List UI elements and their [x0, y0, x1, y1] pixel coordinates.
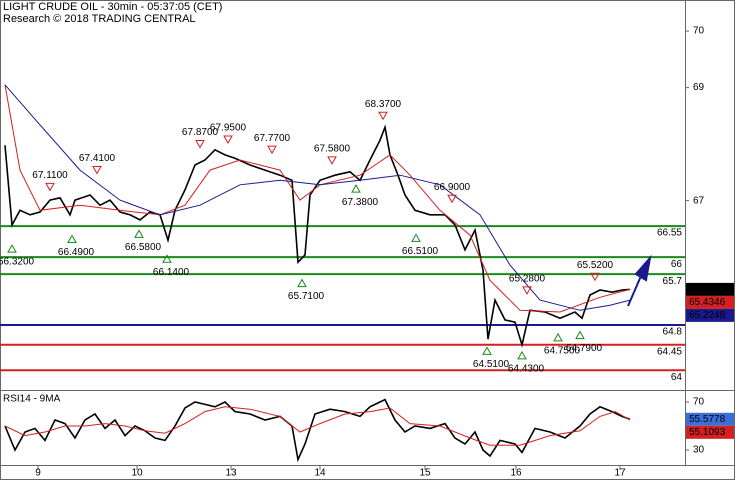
projection-arrow [627, 254, 652, 307]
last-value-box [686, 425, 734, 439]
high-label: 68.3700 [365, 99, 402, 110]
low-marker [67, 234, 77, 243]
high-marker [590, 272, 600, 282]
high-marker [378, 111, 388, 121]
low-label: 64.5100 [473, 359, 510, 370]
x-tick-label: 10 [131, 468, 143, 479]
series-line [4, 84, 631, 311]
x-tick-label: 14 [314, 468, 326, 479]
y-tick-label: 67 [693, 195, 705, 206]
low-label: 66.4900 [58, 247, 95, 258]
low-marker [134, 229, 144, 238]
low-marker [7, 244, 17, 253]
last-value-label: 55.1093 [689, 427, 726, 438]
indicator-title: RSI14 - 9MA [3, 394, 61, 405]
series-line [4, 406, 631, 446]
y-tick-label: 69 [693, 82, 705, 93]
high-marker [223, 135, 233, 144]
low-marker [553, 332, 563, 342]
high-label: 67.9500 [210, 123, 247, 134]
low-marker [162, 254, 172, 263]
last-value-box [686, 295, 734, 309]
x-tick-label: 16 [510, 468, 522, 479]
y-tick-label: 70 [693, 26, 705, 37]
high-marker [92, 165, 102, 175]
low-marker [411, 233, 421, 242]
x-tick-label: 9 [35, 468, 41, 479]
low-label: 66.5800 [125, 242, 162, 253]
low-label: 67.3800 [342, 197, 379, 208]
x-tick-label: 15 [419, 468, 431, 479]
high-marker [327, 156, 337, 165]
high-marker [45, 182, 55, 192]
high-marker [267, 145, 277, 155]
series-line [4, 84, 631, 313]
high-label: 67.4100 [79, 153, 116, 164]
level-label: 64 [671, 372, 683, 383]
last-value-label: 65.4346 [689, 297, 726, 308]
low-marker [482, 346, 492, 355]
level-label: 66 [671, 259, 683, 270]
high-marker [195, 139, 205, 149]
y-tick-label: 30 [693, 445, 705, 456]
level-label: 66.55 [657, 228, 682, 239]
last-value-box [686, 282, 734, 296]
chart-title: LIGHT CRUDE OIL - 30min - 05:37:05 (CET) [3, 1, 222, 13]
x-tick-label: 13 [225, 468, 237, 479]
level-label: 64.45 [657, 346, 682, 357]
high-label: 66.9000 [434, 182, 471, 193]
low-label: 66.5100 [402, 246, 439, 257]
y-tick-label: 70 [693, 397, 705, 408]
high-label: 67.1100 [32, 170, 68, 181]
x-tick-label: 17 [614, 468, 626, 479]
series-line [4, 124, 631, 348]
low-label: 64.7500 [544, 345, 581, 356]
last-value-box [686, 412, 734, 426]
low-label: 66.3200 [0, 257, 35, 268]
high-label: 67.8700 [182, 127, 219, 138]
low-label: 66.1400 [153, 267, 190, 278]
high-label: 67.7700 [254, 133, 291, 144]
low-label: 65.7100 [288, 291, 325, 302]
level-label: 65.7 [663, 276, 683, 287]
high-label: 67.5800 [314, 144, 351, 155]
high-marker [447, 194, 457, 204]
low-label: 64.7900 [566, 343, 603, 354]
low-marker [575, 330, 585, 340]
last-value-box [686, 308, 734, 322]
low-marker [351, 184, 361, 193]
low-label: 64.4300 [508, 364, 545, 375]
level-label: 64.8 [663, 327, 683, 338]
chart-subtitle: Research © 2018 TRADING CENTRAL [3, 13, 196, 25]
high-label: 65.5200 [577, 260, 614, 271]
plot-layer: 70 69 67 66.55 66 65.7 64.8 64.45 64 67.1100 67.41… [0, 26, 734, 479]
last-value-label: 65.43 [689, 284, 714, 295]
last-value-label: 55.5778 [689, 414, 726, 425]
low-marker [297, 278, 307, 288]
high-label: 65.2800 [509, 274, 546, 285]
low-marker [517, 350, 527, 360]
high-marker [522, 286, 532, 295]
last-value-label: 65.2248 [689, 310, 726, 321]
